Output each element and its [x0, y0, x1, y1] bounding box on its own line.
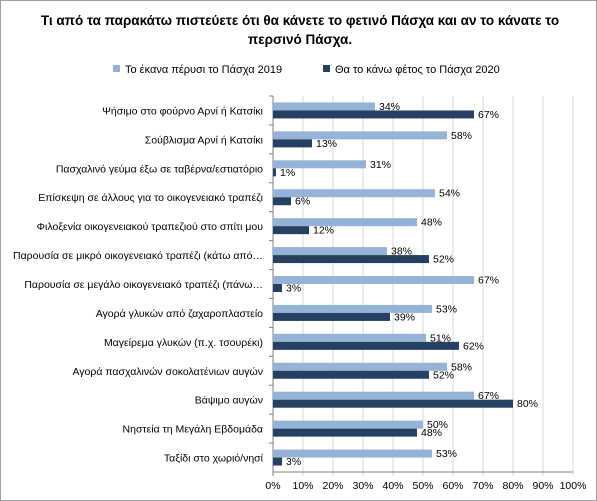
bar-2019	[273, 420, 423, 429]
category-label: Πασχαλινό γεύμα έξω σε ταβέρνα/εστιατόρι…	[56, 163, 263, 175]
bar-2020	[273, 370, 429, 379]
bar-2020	[273, 312, 390, 321]
bar-2020	[273, 399, 513, 408]
bar-2019	[273, 131, 447, 140]
value-label-2019: 31%	[370, 159, 391, 171]
bar-2019	[273, 304, 432, 313]
bar-2019	[273, 189, 435, 198]
bar-2019	[273, 449, 432, 458]
legend-swatch-2019	[113, 65, 120, 72]
value-label-2020: 67%	[478, 109, 499, 121]
value-label-2020: 48%	[421, 427, 442, 439]
bar-2020	[273, 428, 417, 437]
value-label-2020: 1%	[280, 167, 295, 179]
bar-2020	[273, 341, 459, 350]
category-label: Νηστεία τη Μεγάλη Εβδομάδα	[123, 424, 263, 436]
x-tick-label: 100%	[560, 480, 587, 492]
legend-label-2019: Το έκανα πέρυσι το Πάσχα 2019	[125, 64, 283, 76]
bar-2019	[273, 218, 417, 227]
bar-2019	[273, 362, 447, 371]
bar-2019	[273, 102, 375, 111]
bar-2019	[273, 160, 366, 169]
value-label-2019: 34%	[379, 101, 400, 113]
legend-item-2019: Το έκανα πέρυσι το Πάσχα 2019	[113, 64, 282, 78]
category-label: Παρουσία σε μικρό οικογενειακό τραπέζι (…	[13, 250, 263, 262]
bar-2020	[273, 255, 429, 264]
value-label-2019: 38%	[391, 246, 412, 258]
x-tick-label: 60%	[442, 480, 463, 492]
bar-2019	[273, 391, 474, 400]
category-label: Μαγείρεμα γλυκών (π.χ. τσουρέκι)	[104, 337, 263, 349]
x-tick-label: 10%	[292, 480, 313, 492]
category-label: Φιλοξενία οικογενειακού τραπεζιού στο σπ…	[37, 221, 264, 233]
bar-2020	[273, 110, 474, 119]
bar-2019	[273, 247, 387, 256]
bar-2020	[273, 284, 282, 292]
x-tick-label: 20%	[322, 480, 343, 492]
bar-2020	[273, 139, 312, 148]
value-label-2020: 13%	[316, 138, 337, 150]
x-tick-label: 40%	[382, 480, 403, 492]
legend-item-2020: Θα το κάνω φέτος το Πάσχα 2020	[323, 64, 500, 78]
chart-title: Τι από τα παρακάτω πιστεύετε ότι θα κάνε…	[40, 13, 560, 47]
x-tick-label: 0%	[265, 480, 280, 492]
bar-2020	[273, 226, 309, 235]
value-label-2019: 53%	[436, 448, 457, 460]
value-label-2020: 62%	[463, 340, 484, 352]
value-label-2020: 39%	[394, 311, 415, 323]
value-label-2020: 6%	[295, 196, 310, 208]
category-label: Βάψιμο αυγών	[195, 395, 263, 407]
category-label: Ψήσιμο στο φούρνο Αρνί ή Κατσίκι	[102, 105, 263, 117]
category-label: Επίσκεψη σε άλλους για το οικογενειακό τ…	[38, 192, 263, 204]
value-label-2019: 50%	[427, 419, 448, 431]
x-tick-label: 70%	[472, 480, 493, 492]
value-label-2020: 3%	[286, 456, 301, 468]
category-label: Αγορά γλυκών από ζαχαροπλαστείο	[96, 308, 263, 320]
x-tick-label: 30%	[352, 480, 373, 492]
value-label-2020: 52%	[433, 369, 454, 381]
value-label-2019: 53%	[436, 303, 457, 315]
x-tick-label: 50%	[412, 480, 433, 492]
x-tick-label: 90%	[532, 480, 553, 492]
value-label-2020: 52%	[433, 254, 454, 266]
value-label-2019: 54%	[439, 188, 460, 200]
chart-legend: Το έκανα πέρυσι το Πάσχα 2019 Θα το κάνω…	[0, 64, 597, 78]
category-label: Αγορά πασχαλινών σοκολατένιων αυγών	[72, 366, 263, 378]
legend-label-2020: Θα το κάνω φέτος το Πάσχα 2020	[335, 64, 500, 76]
bar-2020	[273, 197, 291, 206]
value-label-2020: 12%	[313, 225, 334, 237]
category-label: Παρουσία σε μεγάλο οικογενειακό τραπέζι …	[24, 279, 263, 291]
value-label-2019: 67%	[478, 390, 499, 402]
value-label-2019: 51%	[430, 332, 451, 344]
category-label: Ταξίδι στο χωριό/νησί	[164, 453, 264, 465]
bar-2020	[273, 457, 282, 466]
value-label-2020: 3%	[286, 283, 301, 295]
value-label-2020: 80%	[517, 398, 538, 410]
x-tick-label: 80%	[502, 480, 523, 492]
category-label: Σούβλισμα Αρνί ή Κατσίκι	[145, 134, 264, 146]
value-label-2019: 48%	[421, 217, 442, 229]
value-label-2019: 67%	[478, 275, 499, 287]
value-label-2019: 58%	[451, 361, 472, 373]
bar-2020	[273, 168, 276, 177]
legend-swatch-2020	[323, 65, 330, 72]
value-label-2019: 58%	[451, 130, 472, 142]
bar-2019	[273, 276, 474, 284]
bar-2019	[273, 333, 426, 342]
